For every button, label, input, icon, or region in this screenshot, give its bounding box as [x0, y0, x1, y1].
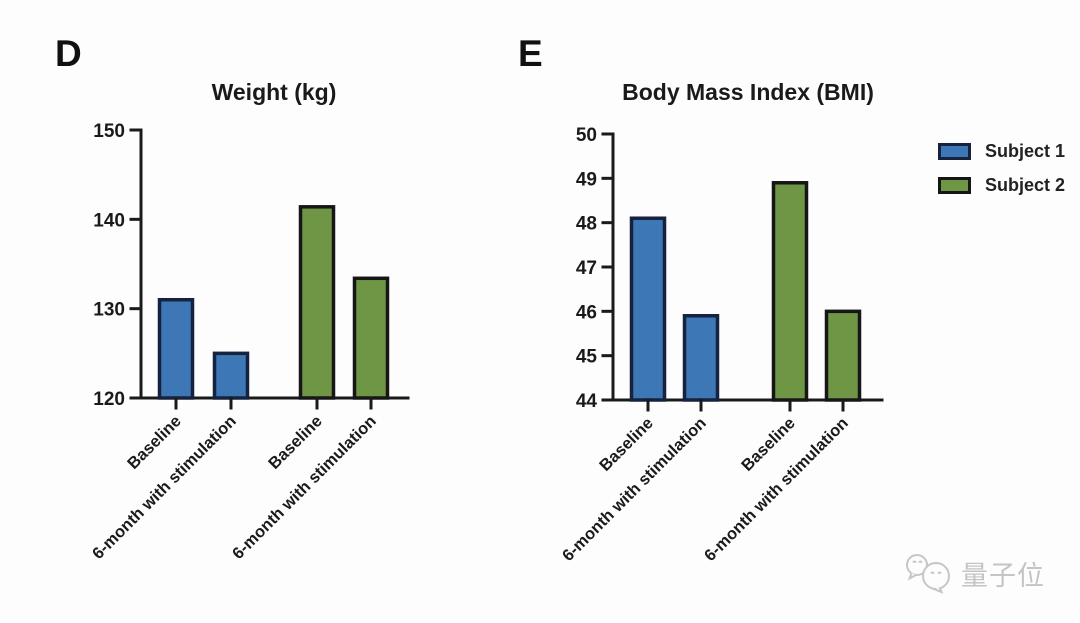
y-tick-label: 50 [576, 125, 597, 146]
legend: Subject 1 Subject 2 [938, 141, 1065, 196]
bar [212, 351, 250, 400]
panel-label-e: E [518, 33, 543, 74]
y-tick-label: 44 [576, 391, 598, 412]
legend-swatch-subject-2 [938, 177, 971, 194]
y-tick-label: 130 [93, 300, 125, 321]
bar [771, 181, 809, 402]
bar [298, 205, 336, 400]
legend-swatch-subject-1 [938, 143, 971, 160]
chart-title: Body Mass Index (BMI) [622, 79, 874, 105]
legend-label: Subject 2 [985, 175, 1066, 195]
y-tick-label: 120 [93, 389, 125, 410]
y-tick-label: 47 [576, 258, 597, 279]
bar [682, 314, 720, 402]
watermark: 量子位 [903, 552, 1045, 594]
bar [629, 216, 667, 402]
qbitai-chat-bubbles-icon [906, 554, 950, 594]
legend-item-subject-2: Subject 2 [938, 175, 1065, 196]
chart-bmi: Body Mass Index (BMI)44454647484950Basel… [559, 79, 884, 565]
y-tick-label: 46 [576, 302, 597, 323]
watermark-text: 量子位 [961, 560, 1045, 591]
y-tick-label: 49 [576, 169, 597, 190]
legend-item-subject-1: Subject 1 [938, 141, 1065, 162]
y-tick-label: 48 [576, 214, 597, 235]
y-tick-label: 150 [93, 121, 125, 142]
y-tick-label: 45 [576, 347, 598, 368]
bar [157, 297, 195, 400]
legend-label: Subject 1 [985, 141, 1066, 161]
bar [824, 309, 862, 402]
bar [352, 276, 390, 400]
chart-title: Weight (kg) [212, 79, 337, 105]
y-tick-label: 140 [93, 210, 125, 231]
panel-label-d: D [55, 33, 82, 74]
